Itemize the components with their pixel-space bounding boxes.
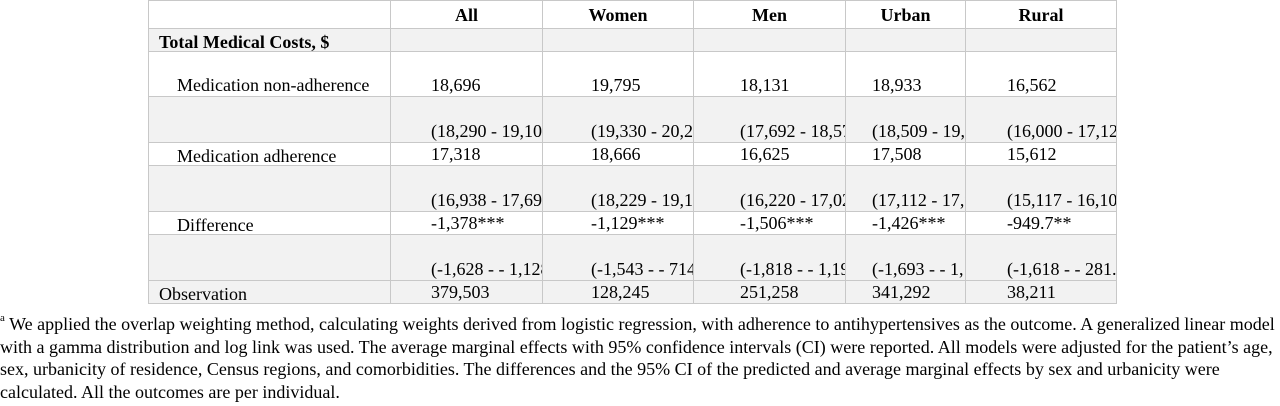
observation-cell: 341,292 — [845, 280, 966, 304]
header-row: All Women Men Urban Rural — [148, 0, 1117, 29]
table-row: (16,938 - 17,698) (18,229 - 19,103) (16,… — [148, 165, 1117, 212]
observation-row: Observation 379,503 128,245 251,258 341,… — [148, 280, 1117, 304]
observation-cell: 379,503 — [390, 280, 543, 304]
table-cell — [965, 28, 1117, 52]
estimate-cell: -949.7** — [965, 211, 1117, 235]
estimate-cell: 18,696 — [390, 51, 543, 97]
section-row: Total Medical Costs, $ — [148, 28, 1117, 52]
ci-cell: (15,117 - 16,108) — [965, 165, 1117, 212]
column-header-men: Men — [693, 0, 846, 29]
table-cell — [148, 96, 391, 143]
table-row: Medication non-adherence 18,696 19,795 1… — [148, 51, 1117, 97]
ci-cell: (16,938 - 17,698) — [390, 165, 543, 212]
table-cell — [390, 28, 543, 52]
table-cell — [845, 28, 966, 52]
observation-cell: 128,245 — [542, 280, 694, 304]
observation-cell: 251,258 — [693, 280, 846, 304]
ci-cell: (19,330 - 20,259) — [542, 96, 694, 143]
ci-cell: (16,000 - 17,125) — [965, 96, 1117, 143]
ci-cell: (18,509 - 19,358) — [845, 96, 966, 143]
header-corner — [148, 0, 391, 29]
table-row: Difference -1,378*** -1,129*** -1,506***… — [148, 211, 1117, 235]
column-header-rural: Rural — [965, 0, 1117, 29]
table-row: (-1,628 - - 1,128) (-1,543 - - 714.5) (-… — [148, 234, 1117, 281]
estimate-cell: -1,426*** — [845, 211, 966, 235]
observation-cell: 38,211 — [965, 280, 1117, 304]
ci-cell: (-1,543 - - 714.5) — [542, 234, 694, 281]
ci-cell: (17,692 - 18,570) — [693, 96, 846, 143]
ci-cell: (18,229 - 19,103) — [542, 165, 694, 212]
row-label-non-adherence: Medication non-adherence — [148, 51, 391, 97]
estimate-cell: 18,666 — [542, 142, 694, 166]
column-header-women: Women — [542, 0, 694, 29]
ci-cell: (16,220 - 17,029) — [693, 165, 846, 212]
row-label-observation: Observation — [148, 280, 391, 304]
table-row: Medication adherence 17,318 18,666 16,62… — [148, 142, 1117, 166]
estimate-cell: 16,625 — [693, 142, 846, 166]
estimate-cell: -1,129*** — [542, 211, 694, 235]
estimate-cell: -1,378*** — [390, 211, 543, 235]
table-cell — [542, 28, 694, 52]
footnote-text: We applied the overlap weighting method,… — [0, 314, 1275, 402]
estimate-cell: 18,933 — [845, 51, 966, 97]
table-cell — [148, 234, 391, 281]
row-label-adherence: Medication adherence — [148, 142, 391, 166]
section-title: Total Medical Costs, $ — [148, 28, 391, 52]
table-cell — [148, 165, 391, 212]
medical-costs-table: All Women Men Urban Rural Total Medical … — [148, 0, 1117, 304]
estimate-cell: 17,508 — [845, 142, 966, 166]
estimate-cell: -1,506*** — [693, 211, 846, 235]
estimate-cell: 18,131 — [693, 51, 846, 97]
table-cell — [693, 28, 846, 52]
ci-cell: (-1,693 - - 1,158) — [845, 234, 966, 281]
ci-cell: (-1,818 - - 1,194) — [693, 234, 846, 281]
estimate-cell: 15,612 — [965, 142, 1117, 166]
ci-cell: (-1,618 - - 281.8) — [965, 234, 1117, 281]
column-header-all: All — [390, 0, 543, 29]
estimate-cell: 17,318 — [390, 142, 543, 166]
table-footnote: a We applied the overlap weighting metho… — [0, 313, 1280, 403]
estimate-cell: 16,562 — [965, 51, 1117, 97]
ci-cell: (17,112 - 17,903) — [845, 165, 966, 212]
row-label-difference: Difference — [148, 211, 391, 235]
footnote-marker: a — [0, 312, 5, 324]
ci-cell: (18,290 - 19,103) — [390, 96, 543, 143]
estimate-cell: 19,795 — [542, 51, 694, 97]
ci-cell: (-1,628 - - 1,128) — [390, 234, 543, 281]
column-header-urban: Urban — [845, 0, 966, 29]
table-row: (18,290 - 19,103) (19,330 - 20,259) (17,… — [148, 96, 1117, 143]
